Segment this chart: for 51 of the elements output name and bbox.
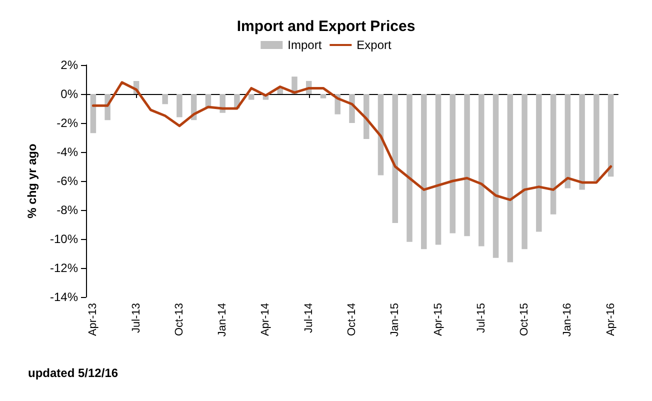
bar [564,94,571,188]
y-tick-label: -2% [56,116,78,130]
bar [248,94,254,100]
y-tick-label: -10% [50,232,78,246]
x-tick-label: Oct-14 [346,303,358,336]
legend-label: Export [356,38,392,52]
y-axis-title: % chg yr ago [25,144,39,218]
bar [90,94,96,134]
bar [550,94,556,214]
bar [320,94,326,98]
bar [464,94,470,236]
bar [478,94,484,246]
x-tick-label: Jul-14 [302,303,315,333]
chart-title: Import and Export Prices [236,18,416,35]
legend-label: Import [288,38,322,52]
bar [378,94,384,176]
x-tick-label: Jan-14 [216,303,229,337]
bar [450,94,456,234]
x-tick-label: Jan-16 [562,303,574,337]
x-tick-label: Jul-13 [130,303,142,333]
x-tick-label: Apr-16 [604,303,617,336]
x-tick-label: Apr-14 [260,303,272,336]
y-tick-label: -8% [56,203,78,217]
bar [507,94,514,262]
x-tick-label: Oct-13 [173,303,186,336]
line-series [92,81,612,202]
bar [435,94,442,245]
bar [536,94,542,232]
bar [406,94,412,242]
bar [176,94,182,118]
bar [522,94,528,250]
y-tick-label: -4% [56,145,78,159]
y-tick-label: 0% [60,87,78,101]
bar [579,94,585,190]
bar [492,94,499,258]
x-tick-label: Jul-15 [475,303,488,333]
bar [421,94,427,250]
y-tick-label: -14% [50,290,78,304]
bar [594,94,600,181]
bar [392,94,398,224]
y-tick-label: -12% [50,261,78,275]
x-tick-label: Jan-15 [389,303,402,337]
bar [364,94,370,139]
y-tick-label: -6% [56,174,78,188]
x-tick-label: Apr-13 [87,303,100,336]
x-tick-label: Oct-15 [518,303,531,336]
bar [608,94,614,177]
y-tick-label: 2% [60,58,78,72]
x-tick-label: Apr-15 [432,303,444,336]
bar [162,94,168,104]
text: updated 5/12/16 [28,366,118,380]
